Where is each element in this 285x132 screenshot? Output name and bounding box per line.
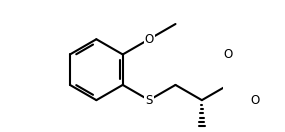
Text: O: O [144,33,154,46]
Text: O: O [224,48,233,61]
Text: S: S [145,94,153,107]
Text: O: O [250,94,259,107]
